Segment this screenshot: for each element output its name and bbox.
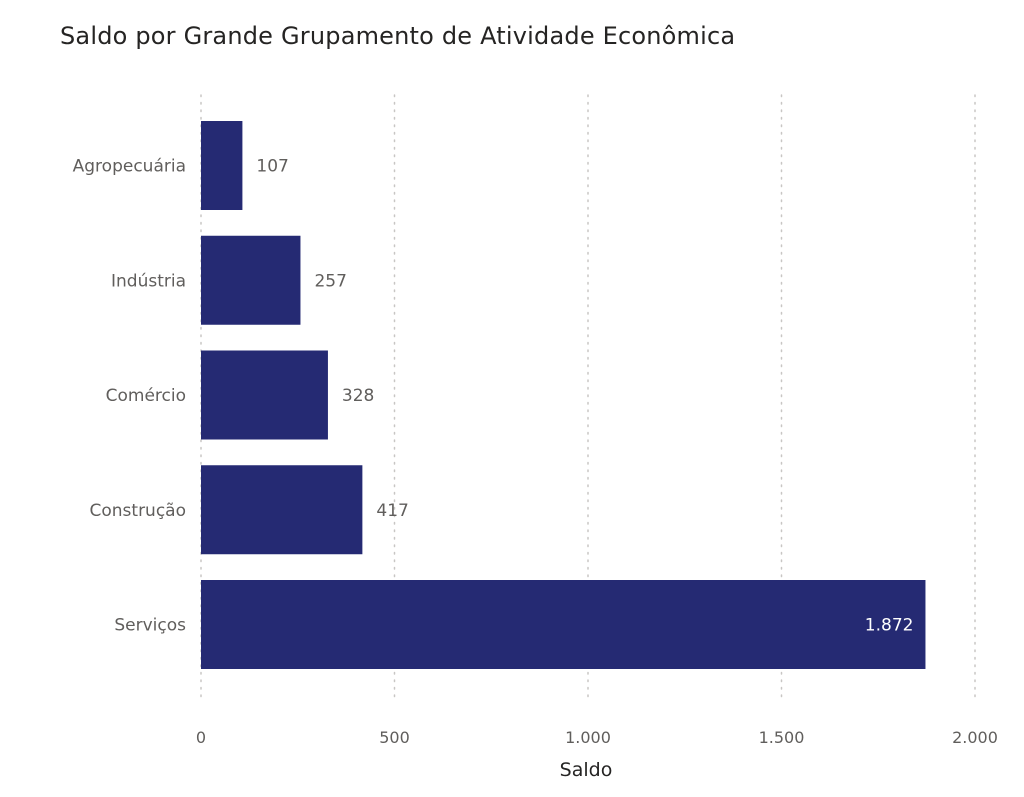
x-tick-label: 2.000 bbox=[952, 728, 998, 747]
data-label: 417 bbox=[376, 501, 408, 521]
chart-title: Saldo por Grande Grupamento de Atividade… bbox=[60, 22, 736, 50]
category-label: Construção bbox=[90, 501, 187, 521]
category-label: Comércio bbox=[106, 386, 186, 406]
bars bbox=[201, 121, 926, 669]
data-label: 107 bbox=[256, 157, 288, 177]
category-label: Agropecuária bbox=[73, 157, 186, 177]
bar[interactable] bbox=[201, 350, 328, 440]
bar[interactable] bbox=[201, 235, 301, 325]
bar[interactable] bbox=[201, 580, 926, 669]
data-label: 257 bbox=[314, 271, 346, 291]
category-labels: Agropecuária Indústria Comércio Construção S… bbox=[73, 157, 186, 636]
data-labels: 107 257 328 417 1.872 bbox=[256, 157, 913, 636]
x-tick-label: 1.000 bbox=[565, 728, 611, 747]
category-label: Serviços bbox=[114, 616, 186, 636]
bar[interactable] bbox=[201, 465, 363, 555]
x-tick-label: 1.500 bbox=[759, 728, 805, 747]
data-label: 1.872 bbox=[865, 616, 914, 636]
data-label: 328 bbox=[342, 386, 374, 406]
bar[interactable] bbox=[201, 121, 243, 210]
category-label: Indústria bbox=[111, 271, 186, 291]
x-tick-label: 0 bbox=[196, 728, 206, 747]
x-tick-label: 500 bbox=[379, 728, 410, 747]
x-axis-ticks: 0 500 1.000 1.500 2.000 bbox=[196, 728, 998, 747]
x-axis-title: Saldo bbox=[560, 759, 613, 781]
